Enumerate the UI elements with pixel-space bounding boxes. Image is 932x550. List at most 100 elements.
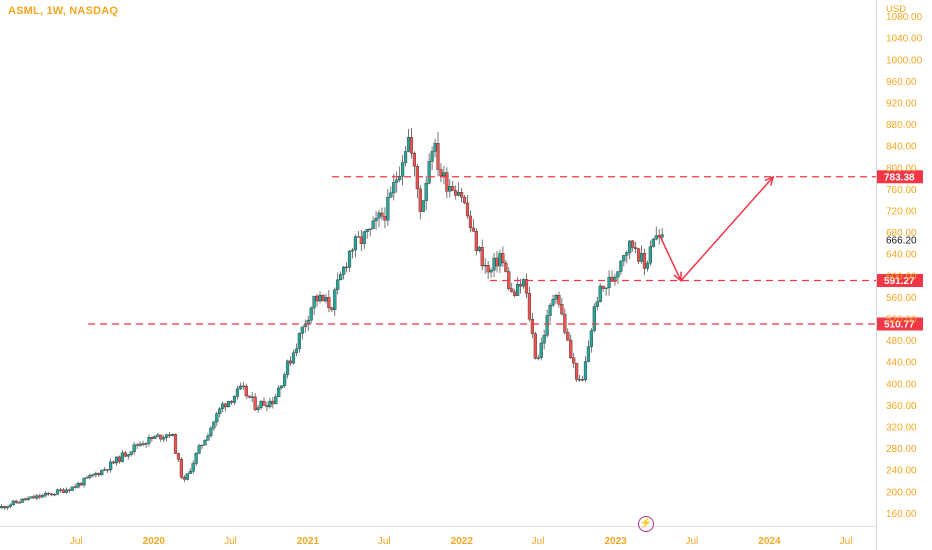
candle-body: [129, 451, 133, 455]
x-tick-label: Jul: [224, 536, 237, 547]
candle-body: [271, 400, 275, 405]
candle-body: [566, 332, 570, 341]
candle-body: [433, 143, 437, 152]
x-tick-label: 2023: [604, 536, 627, 547]
candle-body: [179, 459, 183, 478]
candle-body: [88, 475, 92, 478]
candle-body: [527, 292, 532, 320]
candle-body: [636, 248, 641, 262]
candle-body: [244, 385, 248, 397]
candle-body: [374, 217, 378, 222]
candle-body: [29, 496, 33, 499]
candle-body: [477, 247, 481, 252]
candle-body: [524, 279, 529, 294]
candle-body: [368, 228, 372, 230]
candle-body: [418, 188, 422, 212]
candle-body: [165, 434, 169, 438]
candle-body: [253, 396, 257, 410]
candle-body: [50, 493, 54, 496]
candle-body: [383, 215, 387, 221]
candle-body: [117, 456, 122, 462]
candle-body: [318, 294, 322, 302]
candle-body: [64, 489, 68, 493]
candle-body: [454, 190, 458, 196]
level-price-label: 783.38: [884, 172, 915, 183]
candle-body: [212, 421, 216, 429]
candle-body: [135, 444, 139, 446]
candle-body: [631, 240, 635, 248]
candle-body: [651, 238, 655, 247]
candle-body: [67, 489, 71, 491]
candle-body: [35, 495, 39, 499]
candle-body: [11, 500, 15, 506]
candle-body: [583, 361, 588, 381]
y-tick-label: 280.00: [886, 444, 917, 455]
candle-body: [206, 435, 210, 441]
candle-body: [572, 357, 576, 364]
candle-body: [457, 192, 461, 196]
candle-body: [100, 470, 104, 476]
candle-body: [259, 400, 263, 408]
candle-body: [604, 287, 608, 289]
projection-arrowhead-up: [764, 175, 775, 186]
y-tick-label: 720.00: [886, 207, 917, 218]
candle-body: [79, 483, 83, 486]
candle-body: [47, 492, 51, 495]
y-tick-label: 440.00: [886, 358, 917, 369]
candle-body: [274, 396, 278, 405]
candle-body: [592, 306, 596, 331]
candle-body: [483, 264, 487, 267]
x-tick-label: 2022: [451, 536, 474, 547]
y-tick-label: 320.00: [886, 423, 917, 434]
candle-body: [569, 339, 573, 359]
x-tick-label: 2020: [143, 536, 166, 547]
candle-body: [398, 175, 402, 180]
candle-body: [8, 504, 12, 507]
candle-body: [513, 291, 517, 296]
candle-body: [542, 335, 546, 344]
y-tick-label: 880.00: [886, 120, 917, 131]
candle-body: [226, 400, 231, 408]
flash-news-icon[interactable]: ⚡: [638, 516, 654, 532]
candle-body: [218, 408, 222, 414]
candle-body: [26, 497, 30, 501]
candle-body: [215, 413, 219, 423]
candle-body: [421, 200, 425, 212]
candle-body: [188, 471, 192, 474]
candle-body: [268, 400, 272, 408]
candle-body: [465, 202, 470, 217]
level-price-label: 510.77: [884, 319, 915, 330]
candle-body: [103, 469, 107, 471]
candle-body: [557, 295, 561, 305]
candle-body: [516, 283, 520, 296]
candle-body: [580, 379, 585, 381]
candle-body: [545, 315, 549, 336]
y-tick-label: 760.00: [886, 185, 917, 196]
candle-body: [76, 483, 80, 488]
candle-body: [492, 257, 496, 271]
y-tick-label: 1040.00: [886, 34, 923, 45]
candle-body: [315, 295, 319, 302]
y-tick-label: 1080.00: [886, 12, 923, 23]
candle-body: [436, 143, 440, 170]
candle-body: [111, 461, 116, 464]
candle-body: [303, 324, 307, 328]
candle-body: [518, 283, 523, 287]
candle-body: [221, 403, 225, 409]
candle-body: [283, 374, 287, 386]
candle-body: [156, 434, 160, 437]
candle-body: [504, 262, 508, 272]
candle-body: [32, 496, 36, 499]
candle-body: [185, 473, 189, 480]
candle-body: [412, 152, 417, 167]
candle-body: [126, 454, 130, 457]
candle-body: [153, 436, 157, 439]
y-tick-label: 520.00: [886, 315, 917, 326]
candle-body: [510, 288, 514, 293]
candle-body: [486, 264, 490, 273]
candle-body: [342, 266, 346, 275]
candle-body: [247, 395, 251, 398]
candle-body: [285, 360, 290, 375]
